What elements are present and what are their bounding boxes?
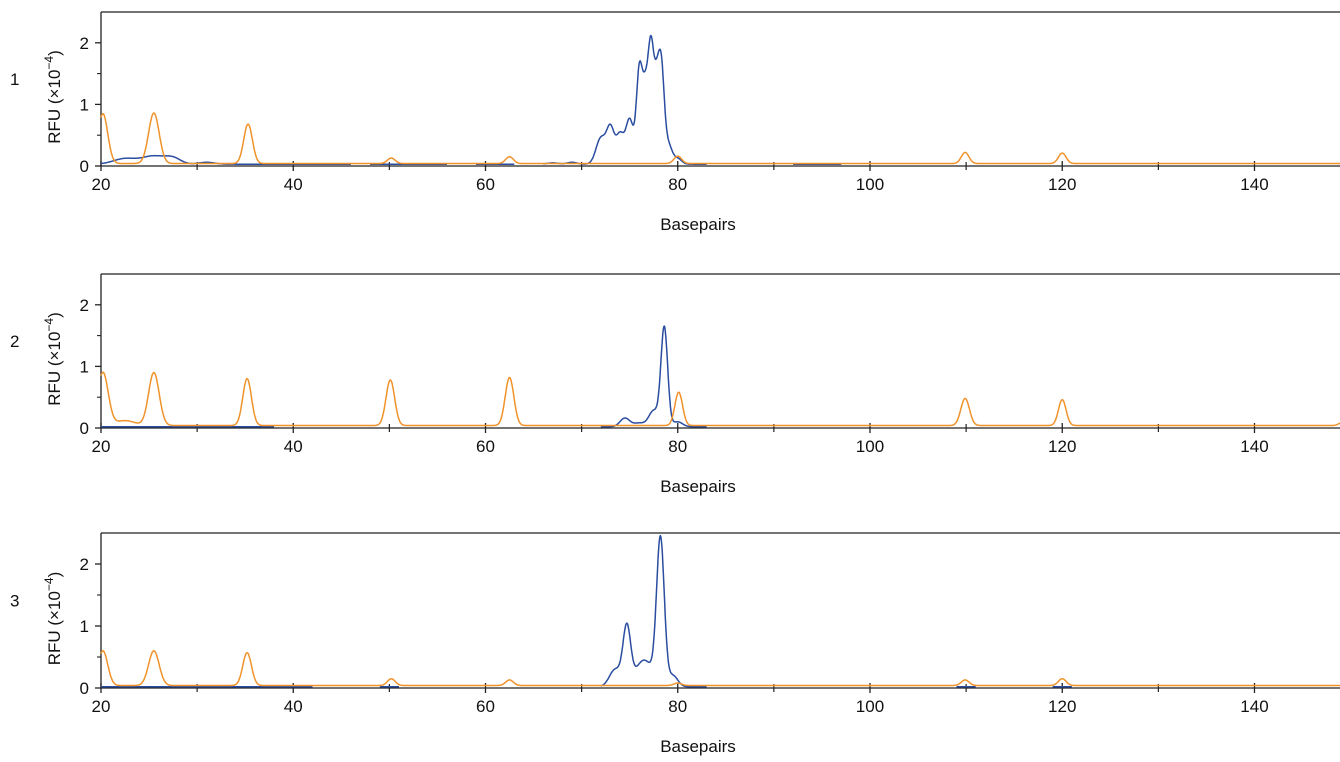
series-blue-line [542, 34, 707, 165]
x-tick-label: 100 [856, 437, 884, 456]
y-tick-label: 2 [80, 34, 89, 53]
x-tick-label: 40 [284, 697, 303, 716]
x-tick-label: 20 [92, 697, 111, 716]
y-tick-label: 2 [80, 555, 89, 574]
y-tick-label: 1 [80, 95, 89, 114]
series-blue-line [600, 325, 707, 428]
x-axis-title: Basepairs [660, 477, 736, 496]
x-tick-label: 100 [856, 697, 884, 716]
x-tick-label: 140 [1240, 175, 1268, 194]
x-tick-label: 120 [1048, 437, 1076, 456]
y-axis-title: RFU (×10−4) [42, 312, 64, 406]
y-tick-label: 0 [80, 679, 89, 698]
panel-3: 3 0 1 2 20 40 60 80 100 120 140 Basepairs RFU (×10−4… [10, 532, 1340, 756]
panel-1: 1 0 1 2 20 40 60 80 100 120 140 Basepairs RFU (×10−4… [10, 11, 1340, 234]
y-tick-label: 2 [80, 296, 89, 315]
panel-number: 1 [10, 70, 19, 89]
panel-number: 3 [10, 592, 19, 611]
series-blue-line [600, 534, 707, 688]
x-tick-label: 140 [1240, 697, 1268, 716]
y-tick-label: 0 [80, 419, 89, 438]
y-tick-label: 0 [80, 157, 89, 176]
x-tick-label: 60 [476, 175, 495, 194]
series-orange-line [100, 650, 1340, 687]
x-axis-title: Basepairs [660, 215, 736, 234]
x-tick-label: 40 [284, 175, 303, 194]
x-axis-title: Basepairs [660, 737, 736, 756]
y-tick-label: 1 [80, 617, 89, 636]
x-tick-label: 140 [1240, 437, 1268, 456]
series-orange-line [100, 112, 1340, 165]
x-tick-label: 80 [668, 697, 687, 716]
x-tick-label: 100 [856, 175, 884, 194]
x-tick-label: 120 [1048, 697, 1076, 716]
panel-number: 2 [10, 332, 19, 351]
x-tick-label: 40 [284, 437, 303, 456]
y-axis-title: RFU (×10−4) [42, 50, 64, 144]
y-tick-label: 1 [80, 357, 89, 376]
x-tick-label: 20 [92, 175, 111, 194]
x-tick-label: 80 [668, 175, 687, 194]
y-axis-title: RFU (×10−4) [42, 572, 64, 666]
x-tick-label: 60 [476, 697, 495, 716]
x-tick-label: 20 [92, 437, 111, 456]
x-tick-label: 80 [668, 437, 687, 456]
x-tick-label: 60 [476, 437, 495, 456]
series-orange-line [100, 371, 1340, 427]
x-tick-label: 120 [1048, 175, 1076, 194]
